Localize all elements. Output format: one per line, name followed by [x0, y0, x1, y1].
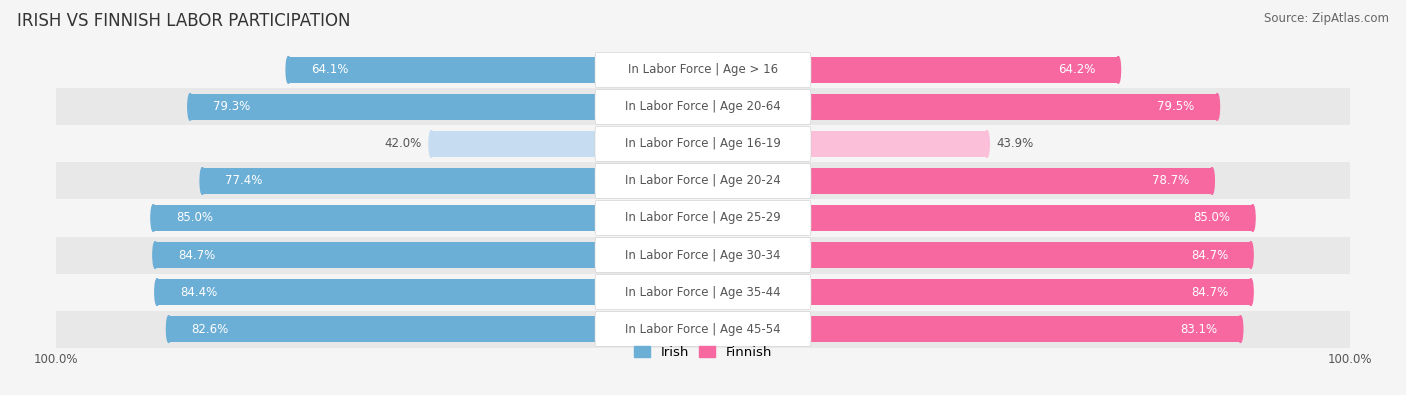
- Bar: [56, 273, 1350, 310]
- Bar: [56, 310, 1350, 348]
- Text: 43.9%: 43.9%: [997, 137, 1033, 150]
- FancyBboxPatch shape: [595, 164, 811, 198]
- Circle shape: [285, 56, 291, 83]
- Circle shape: [1209, 167, 1215, 194]
- FancyBboxPatch shape: [595, 312, 811, 346]
- Circle shape: [1239, 316, 1243, 342]
- Legend: Irish, Finnish: Irish, Finnish: [628, 341, 778, 365]
- Text: In Labor Force | Age 25-29: In Labor Force | Age 25-29: [626, 211, 780, 224]
- Circle shape: [150, 205, 156, 231]
- Text: In Labor Force | Age 20-24: In Labor Force | Age 20-24: [626, 175, 780, 188]
- Bar: [190, 94, 703, 120]
- Circle shape: [1116, 56, 1121, 83]
- Text: 64.1%: 64.1%: [311, 63, 349, 76]
- Text: In Labor Force | Age 30-34: In Labor Force | Age 30-34: [626, 248, 780, 261]
- Text: In Labor Force | Age 20-64: In Labor Force | Age 20-64: [626, 100, 780, 113]
- Text: 84.7%: 84.7%: [1191, 286, 1229, 299]
- FancyBboxPatch shape: [595, 53, 811, 87]
- Bar: [703, 316, 1240, 342]
- Bar: [56, 126, 1350, 162]
- Text: In Labor Force | Age 35-44: In Labor Force | Age 35-44: [626, 286, 780, 299]
- Text: 85.0%: 85.0%: [1194, 211, 1230, 224]
- Text: 64.2%: 64.2%: [1059, 63, 1095, 76]
- Circle shape: [1249, 279, 1253, 305]
- Text: 42.0%: 42.0%: [384, 137, 422, 150]
- Bar: [157, 279, 703, 305]
- Circle shape: [188, 94, 193, 120]
- Text: 84.4%: 84.4%: [180, 286, 217, 299]
- Bar: [56, 51, 1350, 88]
- Circle shape: [155, 279, 159, 305]
- Circle shape: [1249, 242, 1253, 268]
- Bar: [56, 162, 1350, 199]
- Text: 77.4%: 77.4%: [225, 175, 263, 188]
- Bar: [155, 242, 703, 268]
- Text: In Labor Force | Age > 16: In Labor Force | Age > 16: [628, 63, 778, 76]
- Bar: [202, 167, 703, 194]
- Text: IRISH VS FINNISH LABOR PARTICIPATION: IRISH VS FINNISH LABOR PARTICIPATION: [17, 12, 350, 30]
- Circle shape: [166, 316, 172, 342]
- Bar: [153, 205, 703, 231]
- Bar: [703, 242, 1251, 268]
- Text: 82.6%: 82.6%: [191, 323, 229, 336]
- Bar: [56, 237, 1350, 273]
- Bar: [703, 131, 987, 157]
- Bar: [703, 167, 1212, 194]
- Text: 85.0%: 85.0%: [176, 211, 212, 224]
- Bar: [432, 131, 703, 157]
- Circle shape: [984, 131, 990, 157]
- Text: 79.3%: 79.3%: [212, 100, 250, 113]
- FancyBboxPatch shape: [595, 126, 811, 161]
- Circle shape: [429, 131, 433, 157]
- Text: Source: ZipAtlas.com: Source: ZipAtlas.com: [1264, 12, 1389, 25]
- Text: In Labor Force | Age 16-19: In Labor Force | Age 16-19: [626, 137, 780, 150]
- Bar: [703, 205, 1253, 231]
- Text: 79.5%: 79.5%: [1157, 100, 1195, 113]
- Bar: [703, 94, 1218, 120]
- Bar: [703, 56, 1118, 83]
- Text: In Labor Force | Age 45-54: In Labor Force | Age 45-54: [626, 323, 780, 336]
- Bar: [703, 279, 1251, 305]
- Text: 84.7%: 84.7%: [1191, 248, 1229, 261]
- Circle shape: [153, 242, 157, 268]
- FancyBboxPatch shape: [595, 201, 811, 235]
- Bar: [56, 88, 1350, 126]
- Bar: [288, 56, 703, 83]
- Text: 84.7%: 84.7%: [177, 248, 215, 261]
- FancyBboxPatch shape: [595, 238, 811, 273]
- Bar: [169, 316, 703, 342]
- Circle shape: [1215, 94, 1219, 120]
- FancyBboxPatch shape: [595, 275, 811, 309]
- Text: 83.1%: 83.1%: [1181, 323, 1218, 336]
- FancyBboxPatch shape: [595, 90, 811, 124]
- Bar: [56, 199, 1350, 237]
- Circle shape: [200, 167, 205, 194]
- Circle shape: [1250, 205, 1256, 231]
- Text: 78.7%: 78.7%: [1152, 175, 1189, 188]
